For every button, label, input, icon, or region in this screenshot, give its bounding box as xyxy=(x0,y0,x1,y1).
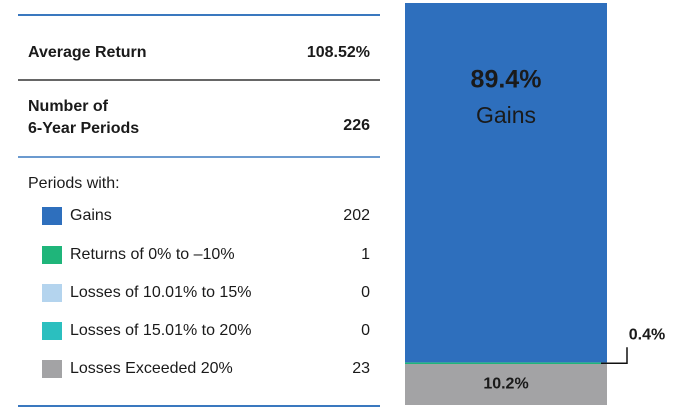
bar-segment xyxy=(405,362,607,364)
bar-segment xyxy=(405,363,607,405)
legend-count: 0 xyxy=(361,322,370,339)
bar-name: Gains xyxy=(476,102,536,128)
bar-segment xyxy=(405,3,607,363)
row-label: Average Return xyxy=(28,44,147,61)
row-value: 226 xyxy=(343,117,370,134)
row-value: 108.52% xyxy=(307,44,370,61)
bar-label: 10.2% xyxy=(483,376,528,393)
leader-line xyxy=(601,347,628,364)
legend-swatch xyxy=(42,322,62,340)
legend-count: 0 xyxy=(361,284,370,301)
legend-count: 23 xyxy=(352,360,370,377)
legend-label: Losses of 10.01% to 15% xyxy=(70,284,251,301)
legend-label: Returns of 0% to –10% xyxy=(70,246,235,263)
row-label: Number of xyxy=(28,98,109,115)
legend-label: Losses Exceeded 20% xyxy=(70,360,233,377)
legend-count: 202 xyxy=(343,207,370,224)
legend-count: 1 xyxy=(361,246,370,263)
legend-swatch xyxy=(42,207,62,225)
bar-label: 0.4% xyxy=(629,326,665,343)
legend-label: Losses of 15.01% to 20% xyxy=(70,322,251,339)
periods-heading: Periods with: xyxy=(28,175,120,192)
legend-swatch xyxy=(42,360,62,378)
legend-label: Gains xyxy=(70,207,112,224)
legend-swatch xyxy=(42,284,62,302)
row-label: 6-Year Periods xyxy=(28,120,139,137)
bar-label: 89.4% xyxy=(471,66,542,94)
legend-swatch xyxy=(42,246,62,264)
